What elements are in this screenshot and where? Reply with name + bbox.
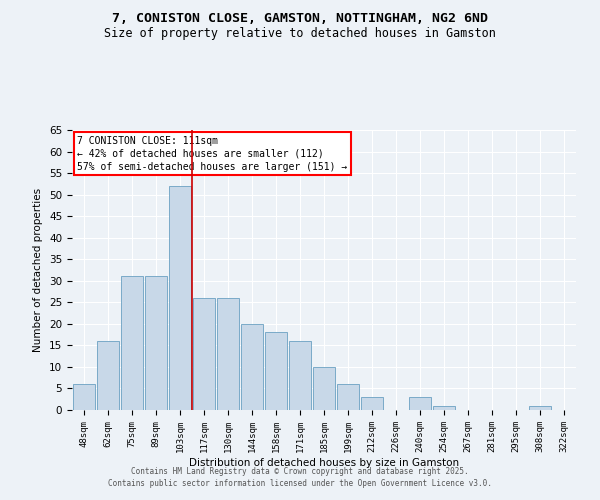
Bar xyxy=(169,186,191,410)
Bar xyxy=(289,341,311,410)
Bar xyxy=(337,384,359,410)
Bar xyxy=(433,406,455,410)
Y-axis label: Number of detached properties: Number of detached properties xyxy=(34,188,43,352)
Text: Size of property relative to detached houses in Gamston: Size of property relative to detached ho… xyxy=(104,28,496,40)
Bar xyxy=(73,384,95,410)
Text: 7, CONISTON CLOSE, GAMSTON, NOTTINGHAM, NG2 6ND: 7, CONISTON CLOSE, GAMSTON, NOTTINGHAM, … xyxy=(112,12,488,26)
Bar xyxy=(241,324,263,410)
Bar xyxy=(145,276,167,410)
Text: 7 CONISTON CLOSE: 111sqm
← 42% of detached houses are smaller (112)
57% of semi-: 7 CONISTON CLOSE: 111sqm ← 42% of detach… xyxy=(77,136,347,172)
Bar xyxy=(529,406,551,410)
Bar xyxy=(121,276,143,410)
X-axis label: Distribution of detached houses by size in Gamston: Distribution of detached houses by size … xyxy=(189,458,459,468)
Bar xyxy=(193,298,215,410)
Text: Contains HM Land Registry data © Crown copyright and database right 2025.
Contai: Contains HM Land Registry data © Crown c… xyxy=(108,466,492,487)
Bar xyxy=(313,367,335,410)
Bar xyxy=(265,332,287,410)
Bar xyxy=(361,397,383,410)
Bar xyxy=(97,341,119,410)
Bar xyxy=(409,397,431,410)
Bar xyxy=(217,298,239,410)
